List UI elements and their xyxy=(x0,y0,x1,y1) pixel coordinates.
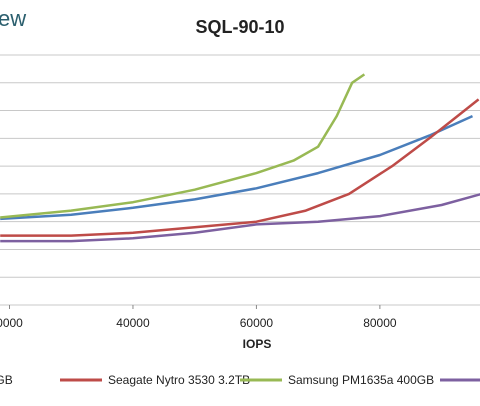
chart-title: SQL-90-10 xyxy=(195,17,284,37)
legend-label: Samsung PM1635a 400GB xyxy=(288,373,434,387)
x-tick-label: 60000 xyxy=(240,316,274,330)
series-line xyxy=(0,98,480,237)
brand-fragment: ew xyxy=(0,6,26,31)
plot-area xyxy=(0,73,480,243)
legend: 331 960GB Seagate Nytro 3530 3.2TB Samsung… xyxy=(0,373,480,387)
series-line xyxy=(0,73,366,219)
x-tick-label: 0000 xyxy=(0,316,23,330)
x-axis-label: IOPS xyxy=(243,337,272,351)
x-tick-label: 40000 xyxy=(116,316,150,330)
series-line xyxy=(0,193,480,243)
legend-label: 331 960GB xyxy=(0,373,13,387)
series-line xyxy=(0,114,474,221)
legend-label: Seagate Nytro 3530 3.2TB xyxy=(108,373,250,387)
grid: 0000 40000 60000 80000 xyxy=(0,54,480,330)
x-tick-label: 80000 xyxy=(363,316,397,330)
